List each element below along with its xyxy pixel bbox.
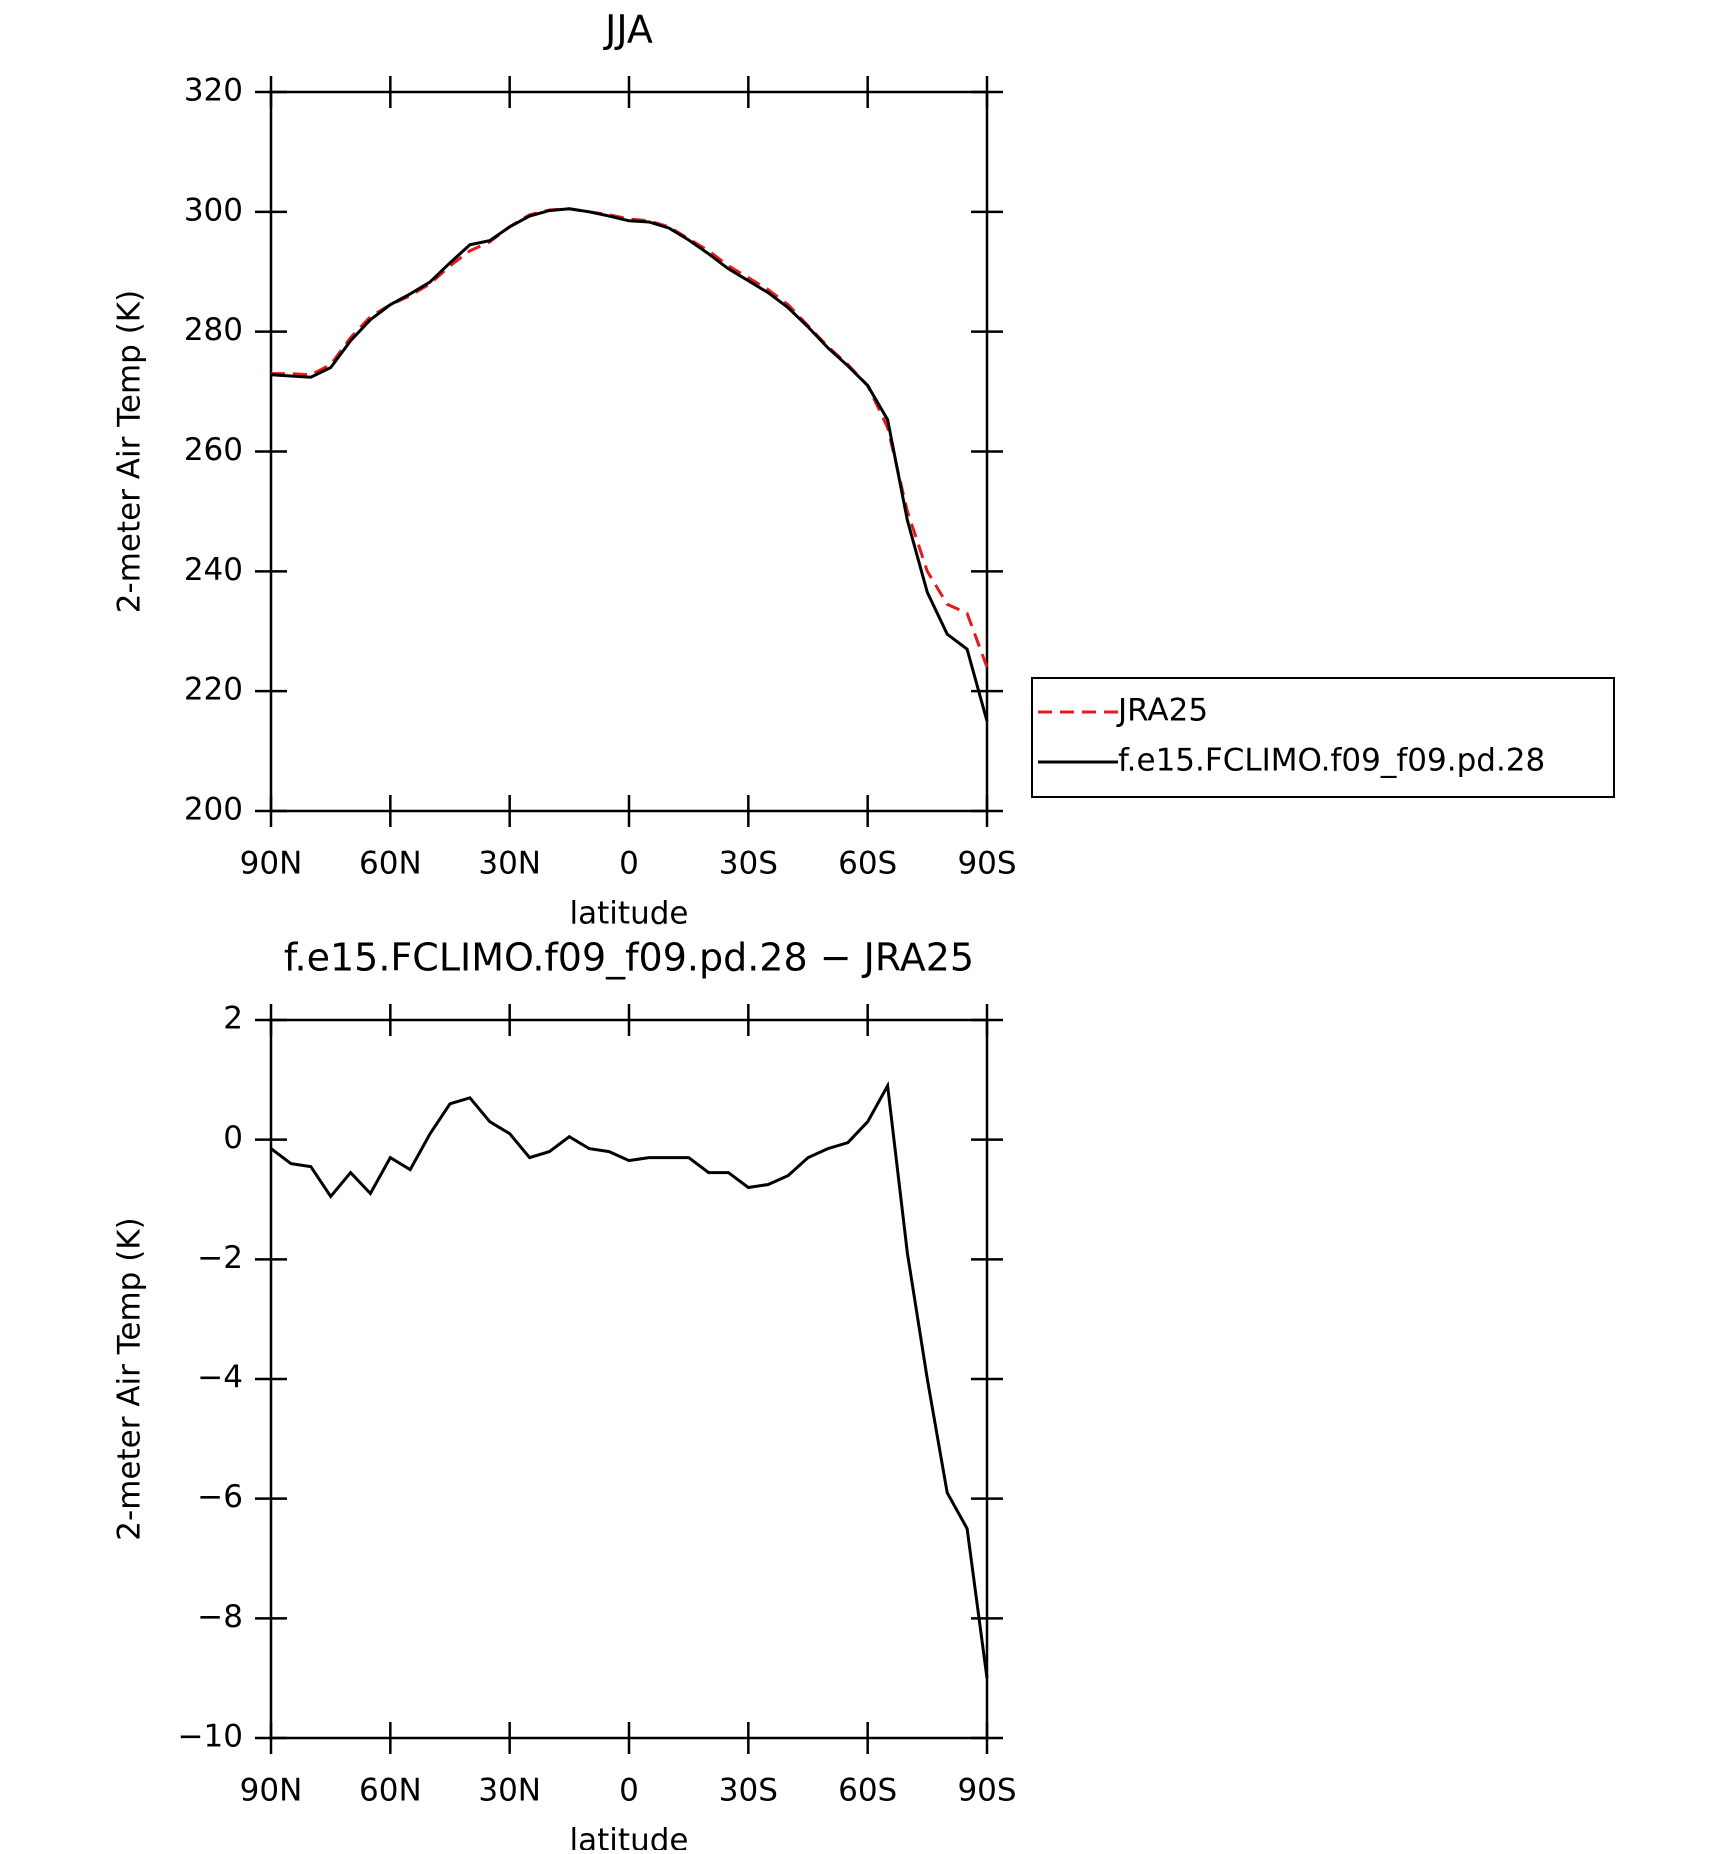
x-tick-label: 60S bbox=[838, 846, 897, 882]
plot-frame bbox=[269, 90, 989, 813]
x-tick-label: 0 bbox=[619, 846, 639, 882]
series-line bbox=[270, 207, 989, 722]
x-tick-label: 60S bbox=[838, 1773, 897, 1809]
y-tick-label: 200 bbox=[184, 792, 243, 828]
x-tick-label: 90S bbox=[957, 1773, 1016, 1809]
y-axis-label: 2-meter Air Temp (K) bbox=[112, 290, 148, 613]
y-axis-label: 2-meter Air Temp (K) bbox=[112, 1217, 148, 1540]
y-tick-label: −2 bbox=[197, 1240, 243, 1276]
x-tick-label: 30N bbox=[478, 846, 541, 882]
y-tick-label: 300 bbox=[184, 192, 243, 228]
y-tick-label: 220 bbox=[184, 672, 243, 708]
y-tick-label: 240 bbox=[184, 552, 243, 588]
legend-label: f.e15.FCLIMO.f09_f09.pd.28 bbox=[1118, 743, 1545, 779]
series-line bbox=[270, 1081, 989, 1679]
x-tick-label: 60N bbox=[359, 1773, 422, 1809]
y-tick-label: −6 bbox=[197, 1479, 243, 1515]
series-line bbox=[271, 207, 989, 668]
y-tick-label: 280 bbox=[184, 312, 243, 348]
x-tick-label: 90S bbox=[957, 846, 1016, 882]
plot-frame bbox=[269, 1018, 989, 1740]
y-tick-label: −10 bbox=[178, 1719, 243, 1755]
y-tick-label: 260 bbox=[184, 432, 243, 468]
legend-box bbox=[1031, 677, 1615, 798]
panel: f.e15.FCLIMO.f09_f09.pd.28 − JRA25 −10 −8 −… bbox=[112, 936, 1017, 1854]
y-tick-label: −8 bbox=[197, 1599, 243, 1635]
x-tick-label: 60N bbox=[359, 846, 422, 882]
y-tick-label: 320 bbox=[184, 73, 243, 109]
chart-title: JJA bbox=[603, 8, 653, 52]
legend: JRA25 f.e15.FCLIMO.f09_f09.pd.28 bbox=[1031, 677, 1615, 798]
x-tick-label: 30N bbox=[478, 1773, 541, 1809]
legend-label: JRA25 bbox=[1116, 693, 1208, 729]
y-tick-label: 0 bbox=[223, 1120, 243, 1156]
x-tick-label: 90N bbox=[240, 1773, 303, 1809]
x-tick-label: 30S bbox=[719, 1773, 778, 1809]
panel: JJA 200 220 240 260 280 300 320 90N 60N 30N 0 30S 60S… bbox=[112, 8, 1615, 932]
x-axis-label: latitude bbox=[570, 896, 689, 932]
x-axis-label: latitude bbox=[570, 1823, 689, 1851]
x-tick-label: 30S bbox=[719, 846, 778, 882]
y-tick-label: 2 bbox=[223, 1001, 243, 1037]
x-tick-label: 90N bbox=[240, 846, 303, 882]
y-tick-label: −4 bbox=[197, 1360, 243, 1396]
chart-title: f.e15.FCLIMO.f09_f09.pd.28 − JRA25 bbox=[284, 936, 974, 980]
x-tick-label: 0 bbox=[619, 1773, 639, 1809]
